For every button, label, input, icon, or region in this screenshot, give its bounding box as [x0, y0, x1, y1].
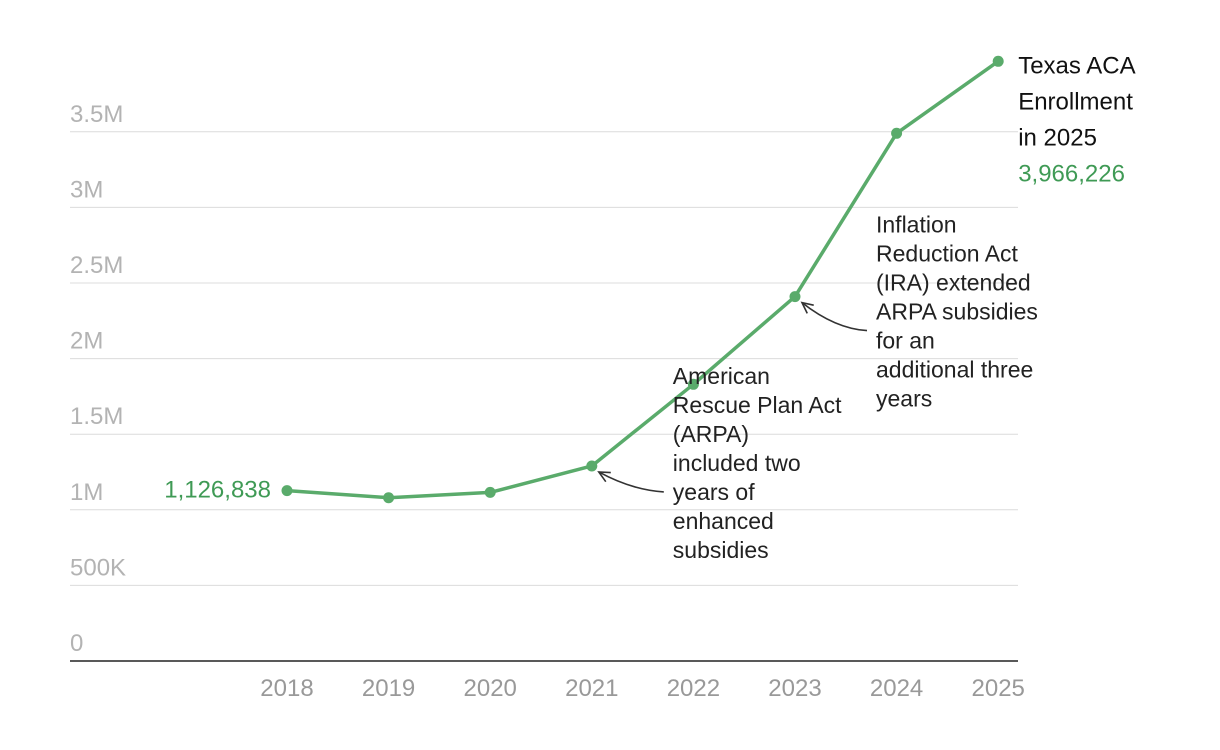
annotation-text-line: Rescue Plan Act — [673, 392, 842, 418]
annotation-arrowhead — [597, 471, 611, 483]
series-layer — [281, 55, 1004, 504]
y-tick-label: 500K — [70, 554, 126, 581]
annotation-arrow — [598, 471, 664, 493]
data-point — [687, 378, 699, 390]
x-tick-label: 2018 — [260, 675, 313, 702]
annotation-text-line: (ARPA) — [673, 421, 749, 447]
annotation-text-line: enhanced — [673, 508, 774, 534]
y-tick-label: 0 — [70, 630, 83, 657]
y-tick-label: 3M — [70, 176, 103, 203]
y-tick-label: 1.5M — [70, 403, 123, 430]
annotation-text-line: ARPA subsidies — [876, 299, 1038, 325]
annotation-text-line: American — [673, 363, 770, 389]
annotation-text-line: for an — [876, 328, 935, 354]
end-label-title-line: Texas ACA — [1018, 52, 1135, 79]
x-axis-ticks: 2018 2019 2020 2021 2022 2023 2024 2025 — [260, 675, 1025, 702]
annotation-text-line: Inflation — [876, 212, 957, 238]
gridlines — [70, 131, 1018, 586]
annotation-text-line: Reduction Act — [876, 241, 1019, 267]
data-point — [992, 55, 1004, 67]
data-point — [281, 485, 293, 497]
end-value-label: 3,966,226 — [1018, 160, 1125, 187]
series-line — [285, 59, 1000, 500]
annotation-text-line: included two — [673, 450, 801, 476]
end-label-title-line: Enrollment — [1018, 88, 1133, 115]
data-point — [586, 460, 598, 472]
annotation-2: Inflation Reduction Act (IRA) extended ARPA… — [800, 212, 1038, 412]
annotation-arrow — [801, 301, 868, 332]
annotation-text-line: subsidies — [673, 537, 769, 563]
data-point — [789, 291, 801, 303]
y-tick-label: 1M — [70, 479, 103, 506]
y-axis-ticks: 0 500K 1M 1.5M 2M 2.5M 3M 3.5M — [70, 101, 126, 657]
data-labels: 1,126,838 Texas ACA Enrollment in 2025 3,966… — [164, 52, 1135, 503]
annotation-arrowhead — [800, 301, 814, 314]
end-label-title-line: in 2025 — [1018, 124, 1097, 151]
x-tick-label: 2024 — [870, 675, 923, 702]
annotation-1: American Rescue Plan Act (ARPA) included tw… — [597, 363, 842, 563]
x-tick-label: 2019 — [362, 675, 415, 702]
annotations: American Rescue Plan Act (ARPA) included tw… — [597, 212, 1038, 563]
data-point — [383, 492, 395, 504]
data-point — [891, 127, 903, 139]
annotation-text-line: years of — [673, 479, 755, 505]
x-tick-label: 2023 — [768, 675, 821, 702]
x-tick-label: 2021 — [565, 675, 618, 702]
x-tick-label: 2022 — [667, 675, 720, 702]
x-tick-label: 2025 — [972, 675, 1025, 702]
start-value-label: 1,126,838 — [164, 477, 271, 504]
annotation-text-line: (IRA) extended — [876, 270, 1031, 296]
annotation-text-line: additional three — [876, 357, 1033, 383]
y-tick-label: 3.5M — [70, 101, 123, 128]
data-point — [484, 486, 496, 498]
x-tick-label: 2020 — [464, 675, 517, 702]
y-tick-label: 2.5M — [70, 252, 123, 279]
annotation-text-line: years — [876, 386, 932, 412]
y-tick-label: 2M — [70, 328, 103, 355]
